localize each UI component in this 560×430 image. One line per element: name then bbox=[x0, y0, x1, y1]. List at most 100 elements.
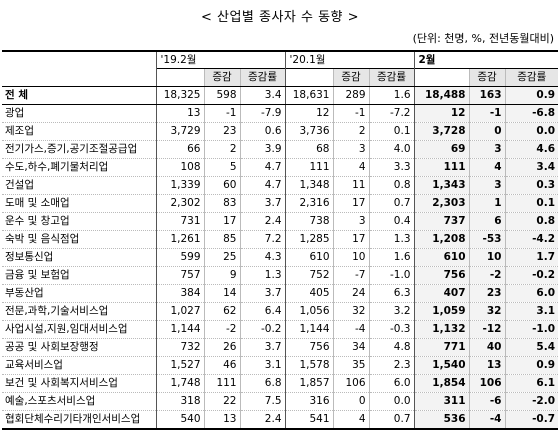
cell-count: 1,144 bbox=[284, 320, 333, 339]
cell-change: -2 bbox=[203, 320, 240, 339]
cell-change: 598 bbox=[203, 86, 240, 105]
table-row: 도매 및 소매업 2,302 83 3.7 2,316 17 0.7 2,303 1 0.1 bbox=[2, 194, 559, 213]
cell-rate: 0.9 bbox=[504, 356, 559, 375]
industry-name: 사업시설,지원,임대서비스업 bbox=[2, 320, 156, 339]
cell-change: 3 bbox=[332, 140, 369, 159]
cell-rate: 0.8 bbox=[504, 212, 559, 231]
cell-count: 756 bbox=[413, 266, 469, 285]
cell-change: 13 bbox=[468, 356, 505, 375]
cell-count: 68 bbox=[284, 140, 333, 159]
cell-count: 1,343 bbox=[413, 176, 469, 195]
cell-count: 13 bbox=[155, 104, 204, 123]
industry-name: 운수 및 창고업 bbox=[2, 212, 156, 231]
cell-change: -7 bbox=[332, 266, 369, 285]
cell-count: 1,261 bbox=[155, 230, 204, 249]
cell-rate: 1.6 bbox=[368, 248, 414, 267]
industry-name: 도매 및 소매업 bbox=[2, 194, 156, 213]
cell-rate: -6.8 bbox=[504, 104, 559, 123]
industry-name: 숙박 및 음식점업 bbox=[2, 230, 156, 249]
cell-count: 111 bbox=[284, 158, 333, 177]
cell-change: 3 bbox=[332, 212, 369, 231]
cell-change: 0 bbox=[468, 122, 505, 141]
cell-change: 2 bbox=[203, 140, 240, 159]
cell-change: 40 bbox=[468, 338, 505, 357]
cell-count: 1,027 bbox=[155, 302, 204, 321]
cell-change: 10 bbox=[468, 248, 505, 267]
table-row: 운수 및 창고업 731 17 2.4 738 3 0.4 737 6 0.8 bbox=[2, 212, 559, 231]
cell-rate: 3.4 bbox=[504, 158, 559, 177]
cell-count: 738 bbox=[284, 212, 333, 231]
industry-name: 정보통신업 bbox=[2, 248, 156, 267]
cell-rate: 0.7 bbox=[368, 410, 414, 430]
industry-name: 부동산업 bbox=[2, 284, 156, 303]
cell-change: 111 bbox=[203, 374, 240, 393]
cell-rate: 2.4 bbox=[239, 410, 285, 430]
cell-count: 1,540 bbox=[413, 356, 469, 375]
cell-count: 1,854 bbox=[413, 374, 469, 393]
cell-count: 384 bbox=[155, 284, 204, 303]
cell-count: 108 bbox=[155, 158, 204, 177]
cell-count: 1,857 bbox=[284, 374, 333, 393]
table-row: 정보통신업 599 25 4.3 610 10 1.6 610 10 1.7 bbox=[2, 248, 559, 267]
cell-change: 35 bbox=[332, 356, 369, 375]
cell-count: 3,728 bbox=[413, 122, 469, 141]
cell-rate: 5.4 bbox=[504, 338, 559, 357]
subheader-count-1 bbox=[155, 68, 204, 87]
industry-name: 예술,스포츠서비스업 bbox=[2, 392, 156, 411]
cell-rate: 3.3 bbox=[368, 158, 414, 177]
cell-change: 23 bbox=[203, 122, 240, 141]
industry-name: 수도,하수,폐기물처리업 bbox=[2, 158, 156, 177]
cell-rate: -0.7 bbox=[504, 410, 559, 430]
cell-change: 17 bbox=[332, 194, 369, 213]
cell-rate: 0.3 bbox=[504, 176, 559, 195]
cell-change: 11 bbox=[332, 176, 369, 195]
cell-change: -4 bbox=[332, 320, 369, 339]
cell-count: 69 bbox=[413, 140, 469, 159]
cell-rate: 0.4 bbox=[368, 212, 414, 231]
cell-rate: 7.2 bbox=[239, 230, 285, 249]
table-row-total: 전 체 18,325 598 3.4 18,631 289 1.6 18,488 163 0.9 bbox=[2, 86, 559, 105]
cell-rate: 1.3 bbox=[239, 266, 285, 285]
cell-count: 1,056 bbox=[284, 302, 333, 321]
industry-employment-table: '19.2월 '20.1월 2월 증감 증감률 증감 증감률 증감 증감률 전 … bbox=[2, 50, 559, 430]
cell-count: 1,527 bbox=[155, 356, 204, 375]
cell-rate: 0.6 bbox=[239, 122, 285, 141]
industry-name: 건설업 bbox=[2, 176, 156, 195]
cell-change: 83 bbox=[203, 194, 240, 213]
cell-count: 731 bbox=[155, 212, 204, 231]
cell-rate: -0.2 bbox=[239, 320, 285, 339]
cell-change: 24 bbox=[332, 284, 369, 303]
cell-rate: 3.4 bbox=[239, 86, 285, 105]
cell-change: -6 bbox=[468, 392, 505, 411]
cell-count: 536 bbox=[413, 410, 469, 430]
cell-change: 32 bbox=[468, 302, 505, 321]
cell-rate: 0.1 bbox=[504, 194, 559, 213]
table-row: 광업 13 -1 -7.9 12 -1 -7.2 12 -1 -6.8 bbox=[2, 104, 559, 123]
cell-rate: 3.7 bbox=[239, 338, 285, 357]
cell-rate: 6.8 bbox=[239, 374, 285, 393]
table-row: 전문,과학,기술서비스업 1,027 62 6.4 1,056 32 3.2 1,059 32 3… bbox=[2, 302, 559, 321]
cell-rate: -7.2 bbox=[368, 104, 414, 123]
unit-note: (단위: 천명, %, 전년동월대비) bbox=[412, 32, 554, 45]
cell-count: 1,285 bbox=[284, 230, 333, 249]
cell-rate: 4.7 bbox=[239, 158, 285, 177]
industry-name: 전문,과학,기술서비스업 bbox=[2, 302, 156, 321]
cell-change: 6 bbox=[468, 212, 505, 231]
cell-rate: 2.3 bbox=[368, 356, 414, 375]
subheader-rate-2: 증감률 bbox=[368, 68, 414, 87]
cell-change: 0 bbox=[332, 392, 369, 411]
cell-count: 1,339 bbox=[155, 176, 204, 195]
cell-rate: 0.9 bbox=[504, 86, 559, 105]
cell-count: 540 bbox=[155, 410, 204, 430]
cell-rate: 0.7 bbox=[368, 194, 414, 213]
cell-rate: 0.0 bbox=[504, 122, 559, 141]
cell-rate: 6.0 bbox=[504, 284, 559, 303]
cell-rate: 3.1 bbox=[239, 356, 285, 375]
cell-count: 1,059 bbox=[413, 302, 469, 321]
header-industry-blank bbox=[2, 68, 156, 87]
period-header-1: '19.2월 bbox=[155, 50, 285, 69]
cell-count: 757 bbox=[155, 266, 204, 285]
table-row: 협회단체수리기타개인서비스업 540 13 2.4 541 4 0.7 536 -4 -0.7 bbox=[2, 410, 559, 430]
cell-change: 17 bbox=[332, 230, 369, 249]
table-row: 부동산업 384 14 3.7 405 24 6.3 407 23 6.0 bbox=[2, 284, 559, 303]
